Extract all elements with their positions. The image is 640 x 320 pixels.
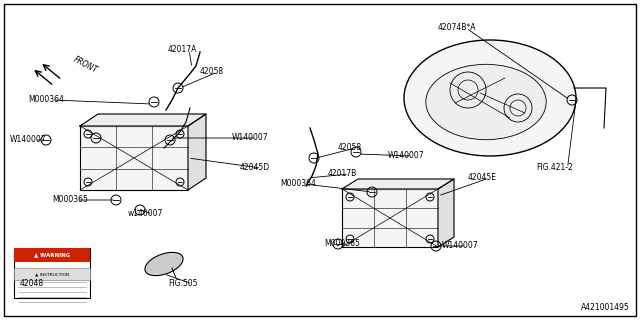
Polygon shape bbox=[342, 179, 454, 189]
Text: W140007: W140007 bbox=[388, 151, 424, 161]
Text: 42074B*A: 42074B*A bbox=[438, 23, 477, 33]
Text: 42017B: 42017B bbox=[328, 170, 357, 179]
Polygon shape bbox=[80, 114, 206, 126]
Ellipse shape bbox=[426, 64, 546, 140]
Text: FIG.421-2: FIG.421-2 bbox=[536, 164, 573, 172]
Text: 42048: 42048 bbox=[20, 279, 44, 289]
Text: 42045D: 42045D bbox=[240, 164, 270, 172]
Text: M000364: M000364 bbox=[280, 180, 316, 188]
Text: ▲ WARNING: ▲ WARNING bbox=[34, 252, 70, 258]
Polygon shape bbox=[188, 114, 206, 190]
Text: 42045E: 42045E bbox=[468, 173, 497, 182]
Ellipse shape bbox=[145, 252, 183, 276]
Text: M000365: M000365 bbox=[52, 196, 88, 204]
Polygon shape bbox=[438, 179, 454, 247]
Bar bbox=[342, 189, 438, 247]
Text: W140007: W140007 bbox=[232, 133, 269, 142]
Text: 42058: 42058 bbox=[338, 143, 362, 153]
Bar bbox=[80, 126, 188, 190]
Text: w140007: w140007 bbox=[128, 210, 163, 219]
Text: ▲ INSTRUCTION: ▲ INSTRUCTION bbox=[35, 272, 69, 276]
Bar bbox=[14, 268, 90, 280]
Text: 42017A: 42017A bbox=[168, 45, 197, 54]
Bar bbox=[14, 248, 90, 262]
Bar bbox=[14, 248, 90, 298]
Text: W140007: W140007 bbox=[442, 242, 479, 251]
Text: FRONT: FRONT bbox=[72, 55, 99, 75]
Text: 42058: 42058 bbox=[200, 68, 224, 76]
Text: W140007: W140007 bbox=[10, 135, 47, 145]
Text: FIG.505: FIG.505 bbox=[168, 279, 198, 289]
Text: M000365: M000365 bbox=[324, 239, 360, 249]
Ellipse shape bbox=[404, 40, 576, 156]
Text: M000364: M000364 bbox=[28, 95, 64, 105]
Text: A421001495: A421001495 bbox=[581, 303, 630, 312]
